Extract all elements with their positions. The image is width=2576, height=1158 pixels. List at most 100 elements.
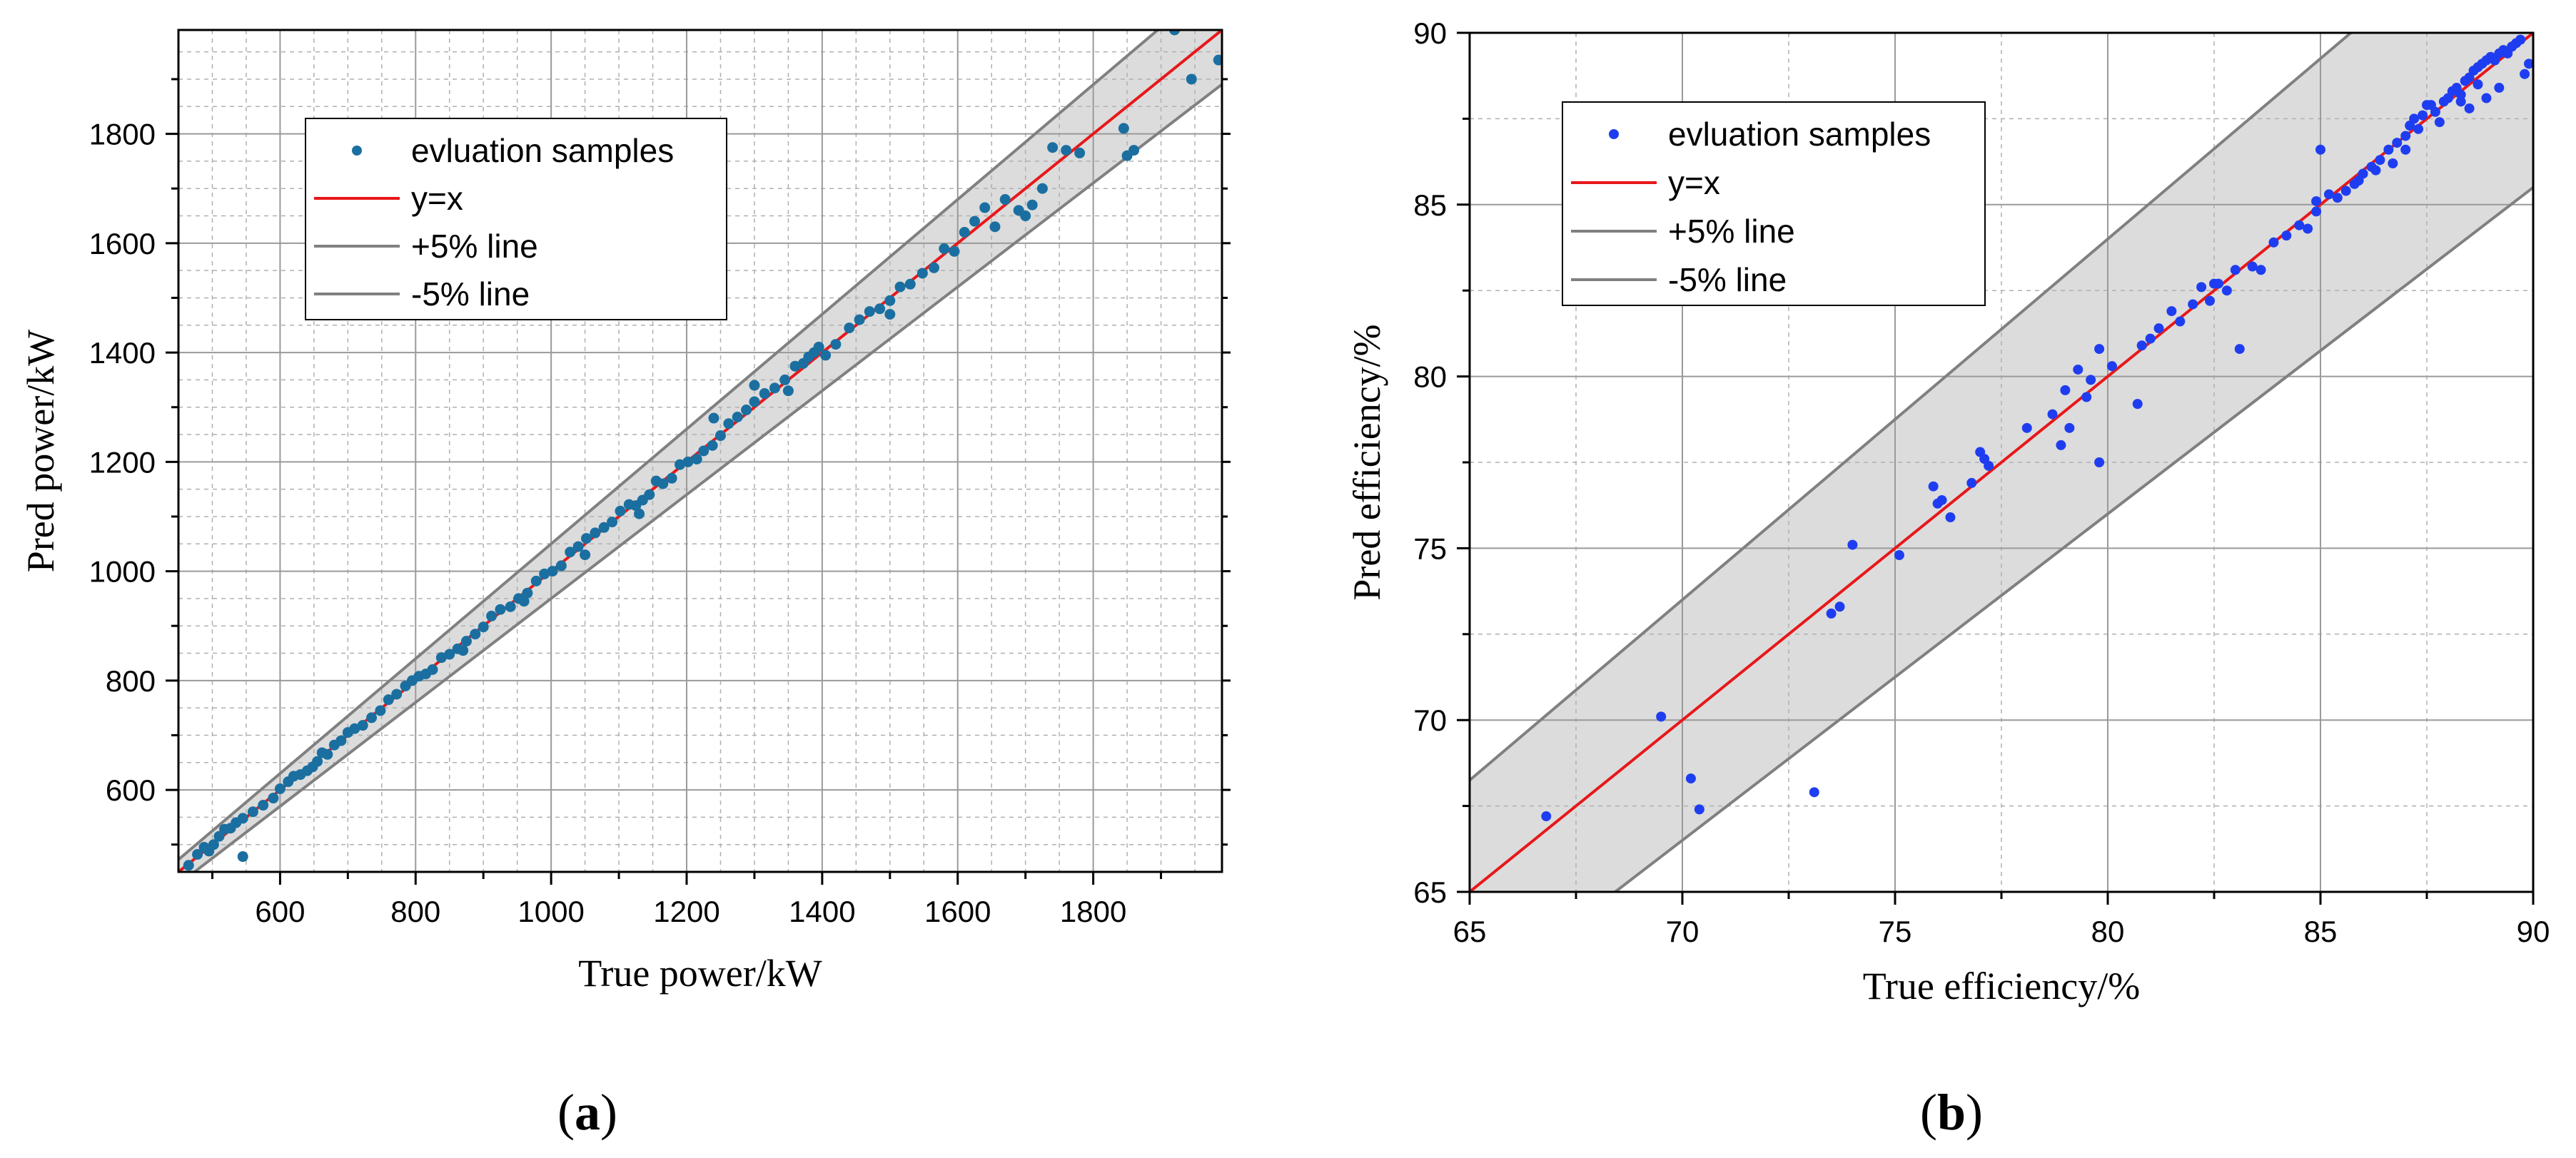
sample-point xyxy=(505,601,516,612)
x-tick-label: 75 xyxy=(1879,915,1912,948)
sample-point xyxy=(1894,550,1904,561)
sample-point xyxy=(615,505,626,517)
sample-point xyxy=(580,549,591,561)
x-axis-title-b: True efficiency/% xyxy=(1863,965,2140,1007)
sample-point xyxy=(1020,210,1031,222)
sample-point xyxy=(1984,460,1994,471)
sample-point xyxy=(969,215,980,227)
sample-point xyxy=(607,517,618,528)
sample-point xyxy=(2332,193,2343,203)
sample-point xyxy=(2388,158,2398,169)
sample-point xyxy=(1213,54,1222,66)
sample-point xyxy=(2268,237,2279,248)
sample-point xyxy=(2234,344,2245,355)
sample-point xyxy=(874,303,886,315)
sample-point xyxy=(2221,285,2232,296)
sample-point xyxy=(634,508,645,519)
panel-label-a: (a) xyxy=(557,1084,617,1141)
sample-point xyxy=(844,322,855,334)
sample-point xyxy=(2455,89,2466,100)
reference-lines-b xyxy=(1470,33,2533,892)
y-tick-label: 1800 xyxy=(89,118,156,151)
sample-point xyxy=(741,405,752,416)
sample-point xyxy=(2340,186,2351,196)
sample-point xyxy=(547,566,558,577)
sample-point xyxy=(864,306,875,318)
sample-point xyxy=(2413,123,2424,134)
sample-point xyxy=(2145,333,2156,344)
x-tick-label: 600 xyxy=(255,895,305,928)
sample-point xyxy=(391,689,403,700)
sample-point xyxy=(1809,787,1819,798)
sample-point xyxy=(820,350,832,361)
sample-point xyxy=(2473,79,2483,90)
sample-point xyxy=(759,388,770,400)
sample-point xyxy=(1541,811,1552,822)
sample-point xyxy=(2175,316,2186,327)
sample-point xyxy=(375,705,386,716)
sample-point xyxy=(2256,265,2266,275)
x-tick-label: 65 xyxy=(1453,915,1487,948)
sample-point xyxy=(1966,477,1977,488)
y-tick-label: 75 xyxy=(1413,532,1447,565)
sample-point xyxy=(2400,131,2411,141)
sample-point xyxy=(522,587,533,599)
sample-point xyxy=(884,295,896,306)
sample-point xyxy=(183,860,194,871)
sample-point xyxy=(2132,399,2143,410)
panel-label-b: (b) xyxy=(1920,1084,1983,1141)
y-tick-label: 85 xyxy=(1413,188,1447,222)
sample-point xyxy=(1945,512,1956,523)
sample-point xyxy=(2060,385,2071,395)
sample-point xyxy=(2303,223,2313,234)
sample-point xyxy=(2247,261,2258,272)
sample-point xyxy=(1026,199,1038,210)
sample-point xyxy=(749,396,760,407)
sample-point xyxy=(435,652,447,664)
x-tick-label: 70 xyxy=(1666,915,1699,948)
legend-box xyxy=(305,118,727,320)
sample-point xyxy=(2481,93,2492,103)
sample-point xyxy=(698,445,709,457)
sample-point xyxy=(1169,30,1181,36)
legend-label: evluation samples xyxy=(1668,116,1931,153)
sample-point xyxy=(1685,773,1696,784)
sample-point xyxy=(2400,144,2411,155)
sample-point xyxy=(657,478,669,489)
sample-point xyxy=(2205,295,2216,306)
sample-point xyxy=(335,735,347,746)
legend-a: evluation samples y=x +5% line -5% line xyxy=(305,118,727,320)
y-tick-label: 90 xyxy=(1413,16,1447,50)
plus-5-line-b xyxy=(1470,33,2353,783)
sample-point xyxy=(666,472,677,484)
sample-point xyxy=(2383,144,2394,155)
minus-5-line-a xyxy=(192,82,1222,872)
sample-point xyxy=(598,522,610,533)
sample-point xyxy=(749,380,760,391)
y-tick-label: 65 xyxy=(1413,875,1447,909)
sample-point xyxy=(357,720,368,731)
sample-point xyxy=(830,339,842,350)
sample-point xyxy=(2464,103,2475,113)
sample-point xyxy=(2323,189,2334,200)
sample-point xyxy=(2230,265,2241,275)
sample-point xyxy=(714,430,726,442)
x-tick-label: 800 xyxy=(390,895,440,928)
x-tick-label: 1800 xyxy=(1060,895,1126,928)
sample-point xyxy=(723,418,734,430)
x-tick-label: 90 xyxy=(2517,915,2550,948)
x-tick-label: 1000 xyxy=(517,895,584,928)
sample-point xyxy=(2073,364,2083,375)
sample-point xyxy=(2520,68,2530,79)
sample-point xyxy=(470,629,481,640)
sample-point xyxy=(539,568,550,579)
sample-point xyxy=(581,533,592,544)
sample-point xyxy=(1936,494,1947,505)
sample-point xyxy=(949,245,960,257)
plot-frame-a xyxy=(177,29,1223,873)
sample-point xyxy=(2196,282,2207,293)
x-tick-label: 1200 xyxy=(653,895,719,928)
sample-point xyxy=(208,839,219,850)
sample-point xyxy=(854,314,865,325)
sample-point xyxy=(2430,106,2440,117)
